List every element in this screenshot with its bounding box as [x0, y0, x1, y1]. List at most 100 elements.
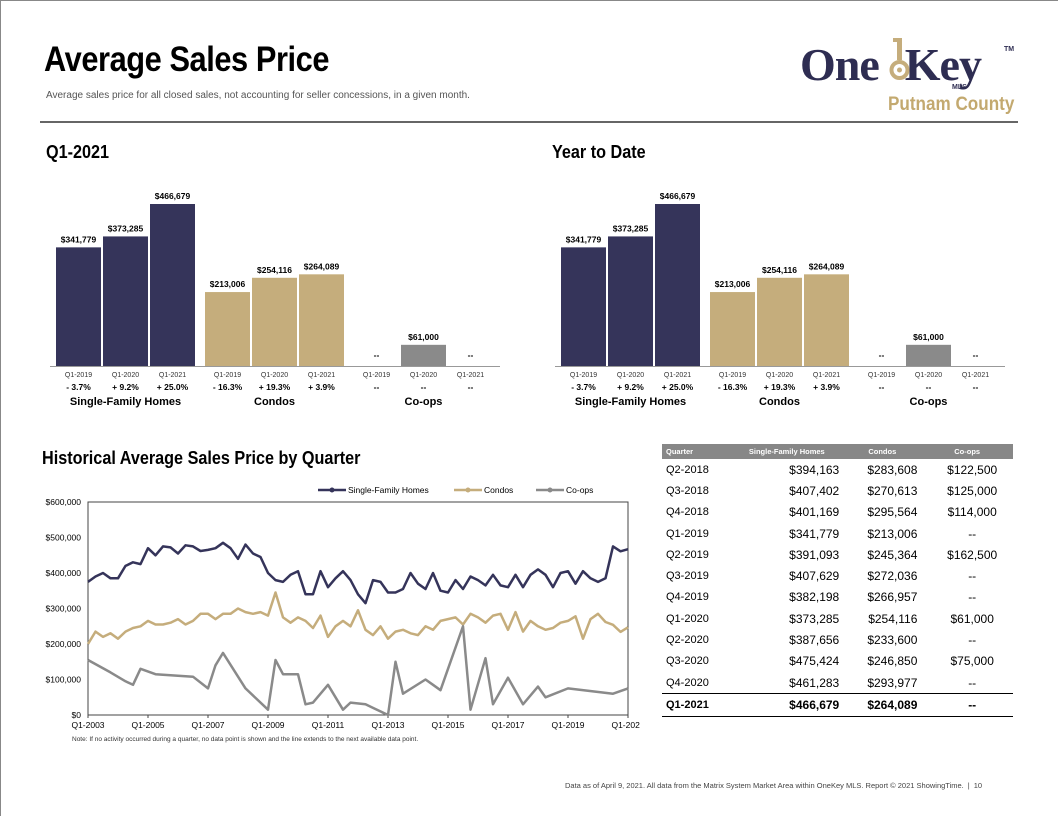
bar-period-label: Q1-2020 — [410, 372, 437, 379]
cell-coops: $125,000 — [947, 483, 998, 498]
history-line-chart: $0 $100,000 $200,000 $300,000 $400,000 $500,0… — [46, 485, 640, 743]
y-tick-label: $400,000 — [46, 568, 82, 578]
table-row: Q4-2020 $461,283 $293,977 -- — [662, 672, 1013, 694]
bar — [655, 204, 700, 366]
bar-period-label: Q1-2019 — [65, 372, 92, 379]
cell-sfh: $382,198 — [789, 590, 840, 605]
cell-quarter: Q1-2021 — [662, 693, 731, 717]
bar-change-label: + 3.9% — [308, 382, 335, 392]
cell-condos: $213,006 — [867, 526, 918, 541]
cell-coops: $162,500 — [947, 547, 998, 562]
bar-change-label: - 16.3% — [718, 382, 748, 392]
logo-mls: MLS — [952, 84, 967, 91]
cell-sfh: $475,424 — [789, 654, 840, 669]
bar — [804, 274, 849, 366]
legend-label: Co-ops — [566, 485, 593, 495]
bar-period-label: Q1-2021 — [664, 372, 691, 379]
cell-condos: $270,613 — [867, 483, 918, 498]
bar-change-label: -- — [879, 382, 885, 392]
cell-coops: -- — [968, 569, 977, 584]
bar-period-label: Q1-2020 — [766, 372, 793, 379]
bar-change-label: + 25.0% — [662, 382, 694, 392]
col-header-condos: Condos — [843, 444, 922, 459]
bar-value-label: $264,089 — [809, 261, 845, 271]
group-label: Single-Family Homes — [70, 396, 181, 408]
cell-sfh: $466,679 — [730, 693, 844, 717]
table-row: Q3-2018 $407,402 $270,613 $125,000 — [662, 480, 1013, 501]
bar-period-label: Q1-2021 — [159, 372, 186, 379]
cell-quarter: Q2-2018 — [666, 463, 709, 476]
cell-coops: -- — [968, 526, 977, 541]
bar-value-label: $213,006 — [210, 279, 246, 289]
bar-change-label: -- — [468, 382, 474, 392]
cell-quarter: Q1-2019 — [666, 527, 709, 540]
bar — [56, 247, 101, 366]
table-row: Q4-2019 $382,198 $266,957 -- — [662, 587, 1013, 608]
group-label: Co-ops — [910, 396, 948, 408]
series-line — [87, 541, 629, 605]
cell-sfh: $391,093 — [789, 547, 840, 562]
cell-condos: $246,850 — [867, 654, 918, 669]
x-tick-label: Q1-2013 — [371, 720, 404, 730]
q1-bar-chart: $341,779 Q1-2019 - 3.7% $373,285 Q1-2020 + 9.… — [50, 191, 500, 408]
page-title: Average Sales Price — [44, 40, 330, 79]
group-label: Condos — [254, 396, 295, 408]
bar — [299, 274, 344, 366]
y-tick-label: $300,000 — [46, 604, 82, 614]
legend-label: Condos — [484, 485, 513, 495]
bar-change-label: + 25.0% — [157, 382, 189, 392]
table-row: Q3-2020 $475,424 $246,850 $75,000 — [662, 651, 1013, 672]
bar-period-label: Q1-2019 — [570, 372, 597, 379]
x-tick-label: Q1-2005 — [131, 720, 164, 730]
table-row: Q2-2019 $391,093 $245,364 $162,500 — [662, 544, 1013, 565]
bar-value-label: $213,006 — [715, 279, 751, 289]
footer: Data as of April 9, 2021. All data from … — [565, 781, 982, 790]
bar-value-label: $61,000 — [913, 332, 944, 342]
cell-quarter: Q3-2018 — [666, 484, 709, 497]
col-header-sfh: Single-Family Homes — [730, 444, 844, 459]
cell-sfh: $407,629 — [789, 569, 840, 584]
legend-marker — [547, 487, 553, 493]
cell-condos: $272,036 — [867, 569, 918, 584]
cell-sfh: $394,163 — [789, 462, 840, 477]
cell-condos: $283,608 — [867, 462, 918, 477]
cell-coops: -- — [921, 693, 1013, 717]
bar-value-label: -- — [973, 350, 979, 360]
bar-change-label: + 19.3% — [259, 382, 291, 392]
bar — [150, 204, 195, 366]
bar-value-label: $341,779 — [61, 234, 97, 244]
bar-value-label: $466,679 — [660, 191, 696, 201]
x-tick-label: Q1-2003 — [71, 720, 104, 730]
bar-period-label: Q1-2021 — [457, 372, 484, 379]
bar-period-label: Q1-2019 — [868, 372, 895, 379]
bar-period-label: Q1-2021 — [962, 372, 989, 379]
bar — [608, 236, 653, 366]
x-tick-label: Q1-2007 — [191, 720, 224, 730]
series-line — [87, 625, 629, 717]
cell-coops: -- — [968, 675, 977, 690]
cell-condos: $293,977 — [867, 675, 918, 690]
bar — [205, 292, 250, 366]
logo-trademark: TM — [1004, 46, 1015, 53]
cell-quarter: Q1-2020 — [666, 612, 709, 625]
page-subtitle: Average sales price for all closed sales… — [46, 90, 470, 101]
bar-value-label: -- — [468, 350, 474, 360]
legend-label: Single-Family Homes — [348, 485, 429, 495]
cell-sfh: $341,779 — [789, 526, 840, 541]
bar-change-label: + 9.2% — [112, 382, 139, 392]
cell-sfh: $461,283 — [789, 675, 840, 690]
bar — [757, 277, 802, 366]
bar — [103, 236, 148, 366]
cell-condos: $233,600 — [867, 633, 918, 648]
bar — [906, 344, 951, 366]
bar-period-label: Q1-2021 — [308, 372, 335, 379]
table-row: Q3-2019 $407,629 $272,036 -- — [662, 565, 1013, 586]
bar-value-label: $264,089 — [304, 261, 340, 271]
y-tick-label: $100,000 — [46, 675, 82, 685]
bar-value-label: -- — [374, 350, 380, 360]
bar-change-label: - 16.3% — [213, 382, 243, 392]
bar-period-label: Q1-2019 — [214, 372, 241, 379]
bar — [252, 277, 297, 366]
footer-text: Data as of April 9, 2021. All data from … — [565, 781, 964, 790]
